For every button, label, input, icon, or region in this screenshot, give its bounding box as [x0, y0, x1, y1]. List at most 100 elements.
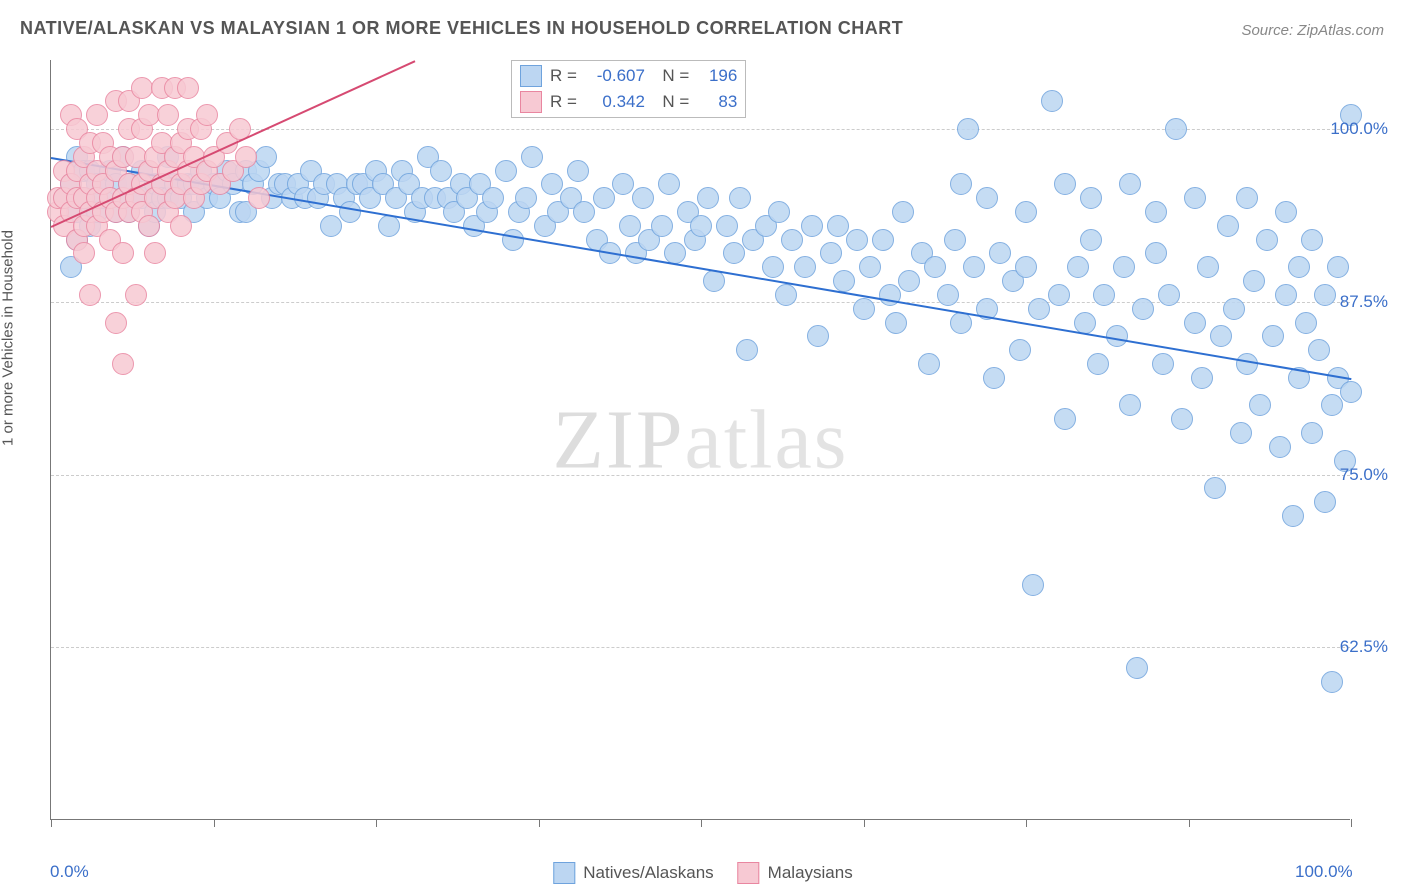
data-point: [1132, 298, 1154, 320]
data-point: [1041, 90, 1063, 112]
x-tick: [214, 819, 215, 827]
stat-r-value: 0.342: [585, 92, 645, 112]
data-point: [196, 104, 218, 126]
data-point: [827, 215, 849, 237]
data-point: [1184, 187, 1206, 209]
data-point: [495, 160, 517, 182]
data-point: [73, 242, 95, 264]
data-point: [1028, 298, 1050, 320]
data-point: [1314, 284, 1336, 306]
y-tick-label: 100.0%: [1330, 119, 1388, 139]
data-point: [1275, 284, 1297, 306]
data-point: [723, 242, 745, 264]
stat-n-label: N =: [653, 66, 689, 86]
x-tick: [376, 819, 377, 827]
data-point: [1152, 353, 1174, 375]
data-point: [1249, 394, 1271, 416]
data-point: [892, 201, 914, 223]
data-point: [1165, 118, 1187, 140]
data-point: [138, 215, 160, 237]
data-point: [1191, 367, 1213, 389]
data-point: [1015, 256, 1037, 278]
data-point: [885, 312, 907, 334]
data-point: [79, 284, 101, 306]
data-point: [983, 367, 1005, 389]
data-point: [1301, 422, 1323, 444]
legend-swatch: [738, 862, 760, 884]
data-point: [593, 187, 615, 209]
data-point: [775, 284, 797, 306]
data-point: [612, 173, 634, 195]
data-point: [924, 256, 946, 278]
data-point: [573, 201, 595, 223]
data-point: [950, 173, 972, 195]
data-point: [1327, 256, 1349, 278]
data-point: [1256, 229, 1278, 251]
legend-item: Natives/Alaskans: [553, 862, 713, 884]
data-point: [859, 256, 881, 278]
data-point: [1054, 173, 1076, 195]
data-point: [1119, 173, 1141, 195]
legend-label: Natives/Alaskans: [583, 863, 713, 883]
data-point: [567, 160, 589, 182]
data-point: [339, 201, 361, 223]
data-point: [944, 229, 966, 251]
data-point: [1054, 408, 1076, 430]
x-tick-label: 100.0%: [1295, 862, 1353, 882]
data-point: [177, 77, 199, 99]
data-point: [541, 173, 563, 195]
legend-item: Malaysians: [738, 862, 853, 884]
data-point: [651, 215, 673, 237]
data-point: [1145, 201, 1167, 223]
data-point: [697, 187, 719, 209]
stat-n-value: 196: [697, 66, 737, 86]
y-tick-label: 75.0%: [1340, 465, 1388, 485]
data-point: [144, 242, 166, 264]
legend-swatch: [520, 91, 542, 113]
data-point: [1282, 505, 1304, 527]
data-point: [1184, 312, 1206, 334]
gridline-horizontal: [51, 475, 1350, 476]
data-point: [918, 353, 940, 375]
gridline-horizontal: [51, 647, 1350, 648]
data-point: [1301, 229, 1323, 251]
data-point: [768, 201, 790, 223]
stat-r-label: R =: [550, 92, 577, 112]
data-point: [320, 215, 342, 237]
data-point: [1223, 298, 1245, 320]
stats-row: R =-0.607 N =196: [520, 65, 737, 87]
watermark-thin: atlas: [685, 393, 849, 486]
data-point: [521, 146, 543, 168]
data-point: [1308, 339, 1330, 361]
data-point: [1204, 477, 1226, 499]
data-point: [1048, 284, 1070, 306]
data-point: [1269, 436, 1291, 458]
data-point: [1015, 201, 1037, 223]
data-point: [1126, 657, 1148, 679]
data-point: [1295, 312, 1317, 334]
data-point: [898, 270, 920, 292]
data-point: [703, 270, 725, 292]
y-tick-label: 87.5%: [1340, 292, 1388, 312]
data-point: [1080, 229, 1102, 251]
data-point: [1074, 312, 1096, 334]
data-point: [794, 256, 816, 278]
chart-title: NATIVE/ALASKAN VS MALAYSIAN 1 OR MORE VE…: [20, 18, 903, 39]
x-tick: [701, 819, 702, 827]
data-point: [846, 229, 868, 251]
data-point: [1236, 353, 1258, 375]
data-point: [1158, 284, 1180, 306]
x-tick: [1026, 819, 1027, 827]
data-point: [1080, 187, 1102, 209]
data-point: [872, 229, 894, 251]
data-point: [248, 187, 270, 209]
data-point: [1009, 339, 1031, 361]
data-point: [1340, 381, 1362, 403]
stats-legend: R =-0.607 N =196R =0.342 N =83: [511, 60, 746, 118]
data-point: [255, 146, 277, 168]
x-tick: [1189, 819, 1190, 827]
stat-n-value: 83: [697, 92, 737, 112]
data-point: [1243, 270, 1265, 292]
legend-label: Malaysians: [768, 863, 853, 883]
data-point: [619, 215, 641, 237]
